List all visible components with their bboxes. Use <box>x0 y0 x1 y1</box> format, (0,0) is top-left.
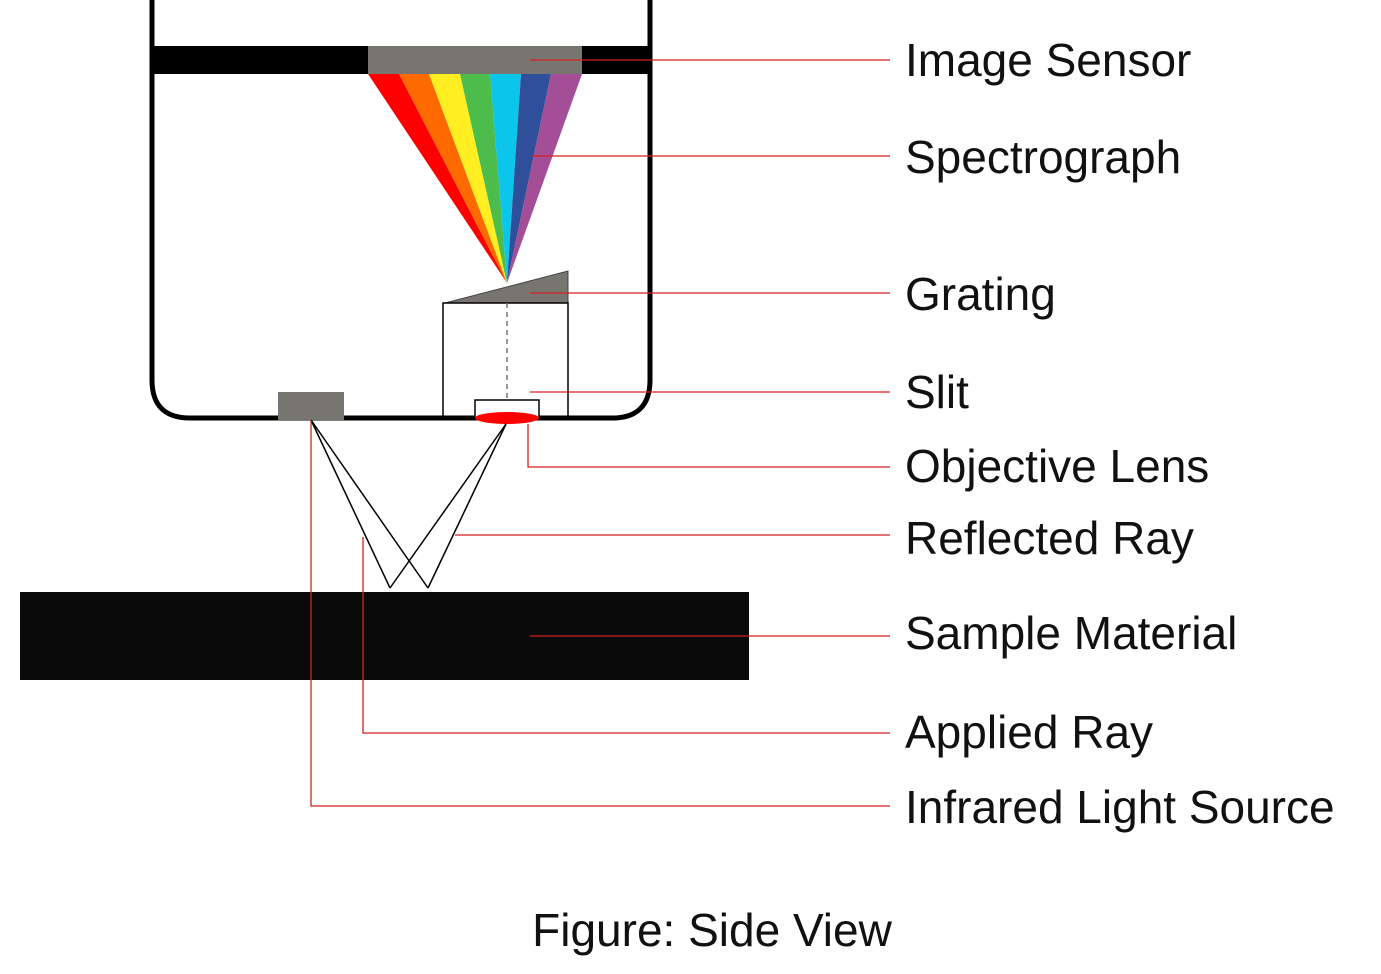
spectrum-fan <box>368 74 582 283</box>
label-image-sensor: Image Sensor <box>905 34 1191 86</box>
label-applied-ray: Applied Ray <box>905 706 1153 758</box>
label-objective-lens: Objective Lens <box>905 440 1209 492</box>
label-spectrograph: Spectrograph <box>905 131 1181 183</box>
reflected-ray-1 <box>389 423 507 589</box>
spectrum-band-red <box>368 74 507 283</box>
infrared-light-source <box>278 392 344 420</box>
figure-caption: Figure: Side View <box>532 904 892 956</box>
leader-infrared-light-source <box>310 420 890 807</box>
reflected-ray-2 <box>427 423 507 589</box>
spectrum-band-green <box>460 74 507 283</box>
label-reflected-ray: Reflected Ray <box>905 512 1194 564</box>
device-housing <box>149 0 653 421</box>
spectrum-band-orange <box>399 74 507 283</box>
label-grating: Grating <box>905 268 1056 320</box>
ray-paths <box>310 419 507 589</box>
applied-ray-2 <box>310 419 429 589</box>
spectrum-band-cyan <box>490 74 521 283</box>
leader-objective-lens <box>527 424 890 468</box>
leader-lines <box>310 59 890 807</box>
objective-lens <box>475 412 539 424</box>
spectrum-band-violet <box>507 74 582 283</box>
label-infrared-light-source: Infrared Light Source <box>905 781 1335 833</box>
label-slit: Slit <box>905 366 969 418</box>
applied-ray-1 <box>310 419 391 589</box>
leader-applied-ray <box>362 537 890 734</box>
slit-housing <box>442 302 569 418</box>
label-sample-material: Sample Material <box>905 607 1237 659</box>
spectrum-band-yellow <box>429 74 507 283</box>
